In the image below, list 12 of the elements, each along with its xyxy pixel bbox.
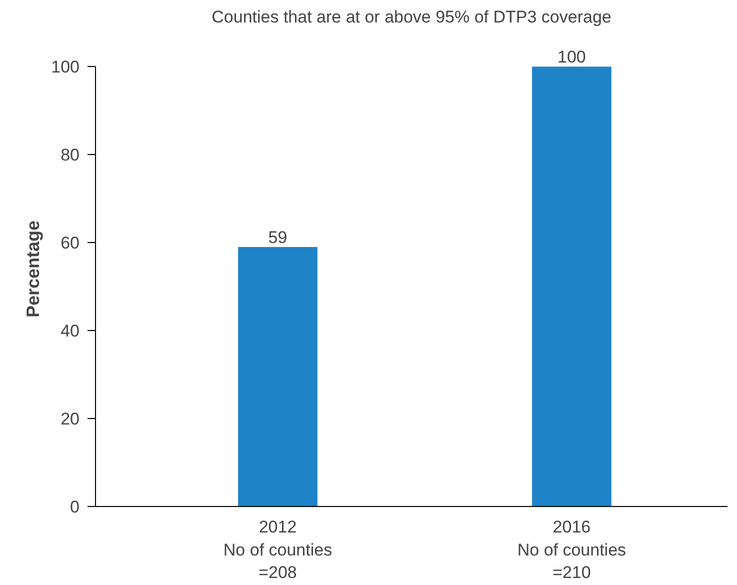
data-label: 59 bbox=[268, 228, 288, 248]
chart-title: Counties that are at or above 95% of DTP3 coverage bbox=[212, 8, 612, 26]
x-tick-label: 2016 No of counties =210 bbox=[517, 518, 626, 582]
x-tick-label: 2012 No of counties =208 bbox=[223, 518, 332, 582]
y-tick-label: 40 bbox=[60, 322, 80, 341]
y-tick-label: 20 bbox=[60, 410, 80, 429]
data-label: 100 bbox=[558, 48, 586, 67]
y-tick-label: 100 bbox=[51, 58, 80, 77]
y-tick-label: 80 bbox=[60, 146, 80, 165]
y-tick-label: 60 bbox=[60, 234, 80, 253]
y-tick-label: 0 bbox=[70, 498, 80, 516]
y-axis-title: Percentage bbox=[23, 220, 44, 318]
